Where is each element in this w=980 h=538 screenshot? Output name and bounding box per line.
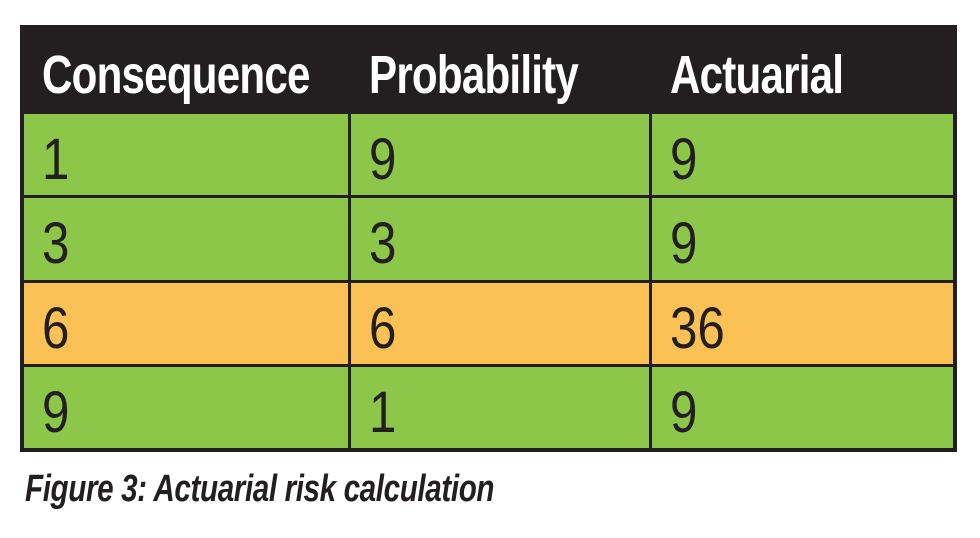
column-header-probability-label: Probability: [369, 45, 579, 105]
cell-value: 3: [42, 211, 70, 277]
cell-value: 9: [670, 379, 698, 445]
cell-value: 1: [369, 379, 397, 445]
cell-value: 6: [369, 295, 397, 361]
table-cell-row1-consequence: 1: [24, 114, 348, 196]
cell-value: 3: [369, 211, 397, 277]
actuarial-risk-table: Consequence Probability Actuarial 1 9 9 …: [20, 25, 957, 452]
figure-caption: Figure 3: Actuarial risk calculation: [25, 468, 495, 510]
table-cell-row1-probability: 9: [351, 114, 649, 196]
table-cell-row4-probability: 1: [351, 366, 649, 448]
cell-value: 6: [42, 295, 70, 361]
table-cell-row3-actuarial-highlighted: 36: [652, 282, 953, 364]
cell-value: 9: [42, 379, 70, 445]
cell-value: 1: [42, 127, 70, 193]
table-cell-row2-actuarial: 9: [652, 198, 953, 280]
table-cell-row1-actuarial: 9: [652, 114, 953, 196]
table-cell-row2-probability: 3: [351, 198, 649, 280]
cell-value: 9: [369, 127, 397, 193]
cell-value: 9: [670, 211, 698, 277]
column-header-actuarial: Actuarial: [652, 29, 953, 111]
table-cell-row2-consequence: 3: [24, 198, 348, 280]
cell-value: 36: [670, 295, 725, 361]
column-header-consequence: Consequence: [24, 29, 348, 111]
column-header-actuarial-label: Actuarial: [670, 45, 844, 105]
table-cell-row4-consequence: 9: [24, 366, 348, 448]
column-header-probability: Probability: [351, 29, 649, 111]
table-cell-row3-probability-highlighted: 6: [351, 282, 649, 364]
cell-value: 9: [670, 127, 698, 193]
table-cell-row3-consequence-highlighted: 6: [24, 282, 348, 364]
table-cell-row4-actuarial: 9: [652, 366, 953, 448]
column-header-consequence-label: Consequence: [42, 45, 310, 105]
